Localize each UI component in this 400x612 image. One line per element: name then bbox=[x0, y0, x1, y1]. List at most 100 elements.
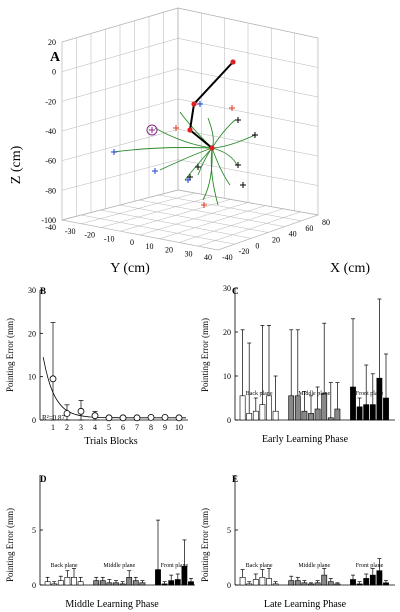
panel-a-ytick: -20 bbox=[84, 231, 95, 240]
panel-e-xlabel: Late Learning Phase bbox=[264, 599, 347, 610]
panel-d-bar bbox=[132, 580, 139, 586]
panel-e-bar bbox=[321, 574, 328, 586]
panel-a-ytick: -40 bbox=[45, 223, 56, 232]
panel-b-xtick-label: 5 bbox=[107, 423, 111, 432]
panel-b-xtick-label: 6 bbox=[121, 423, 125, 432]
panel-b-xtick-label: 2 bbox=[65, 423, 69, 432]
panel-a-ytick: 40 bbox=[204, 253, 212, 262]
panel-a-path bbox=[179, 111, 213, 149]
panel-a-ylabel: Y (cm) bbox=[110, 261, 150, 276]
panel-a-letter: A bbox=[50, 50, 61, 65]
panel-c-bar bbox=[376, 377, 383, 421]
panel-e-bar bbox=[356, 583, 363, 586]
panel-b-ylabel: Pointing Error (mm) bbox=[5, 318, 15, 392]
panel-a-ticks: 200-20-40-60-80-100-40 -30 -20 -10 0 10 20 30 40… bbox=[41, 38, 330, 262]
panel-d-bar bbox=[106, 582, 113, 586]
panel-b-letter: B bbox=[40, 286, 46, 296]
panel-a-xtick: 20 bbox=[272, 236, 280, 245]
panel-a-path bbox=[211, 134, 256, 149]
panel-a-xtick: 0 bbox=[255, 241, 259, 250]
panel-a-target bbox=[229, 105, 235, 111]
panel-d-bar bbox=[77, 581, 84, 586]
panel-d-bar bbox=[119, 583, 126, 586]
panel-a-ytick: -30 bbox=[65, 227, 76, 236]
panel-a-gridline bbox=[81, 214, 235, 245]
panel-a-xtick: -20 bbox=[239, 247, 250, 256]
panel-a-arm bbox=[187, 59, 236, 151]
panel-d-bar bbox=[174, 579, 181, 586]
panel-c-bar bbox=[266, 395, 272, 421]
panel-e-plot: 0 5 Back plane Middle plane Front plane bbox=[227, 475, 395, 590]
panel-a-path bbox=[211, 147, 231, 186]
panel-c-bar bbox=[294, 395, 301, 421]
panel-c-ytick-label: 30 bbox=[223, 284, 231, 293]
panel-e-bar bbox=[288, 580, 295, 586]
panel-a-gridline bbox=[119, 204, 269, 233]
panel-d-bar bbox=[126, 576, 133, 586]
panel-a-paths bbox=[113, 111, 256, 206]
panel-a-xtick: -40 bbox=[222, 253, 233, 262]
panel-a-target bbox=[111, 149, 117, 155]
panel-d-bar bbox=[161, 583, 168, 586]
panel-e-bar bbox=[259, 576, 266, 586]
panel-d-bar bbox=[64, 576, 71, 586]
panel-a-path bbox=[159, 147, 213, 171]
panel-d-plot: 0 5 Back plane Middle plane Front plane bbox=[32, 475, 195, 590]
panel-a: 200-20-40-60-80-100-40 -30 -20 -10 0 10 20 30 40… bbox=[9, 7, 370, 276]
panel-d: D Pointing Error (mm) Middle Learning Ph… bbox=[5, 474, 195, 610]
panel-d-bar bbox=[99, 580, 106, 586]
panel-a-ytick: 30 bbox=[185, 249, 193, 258]
panel-a-grid bbox=[61, 7, 320, 251]
panel-b-point bbox=[147, 413, 155, 421]
panel-a-target bbox=[240, 182, 246, 188]
panel-a-path bbox=[211, 119, 236, 149]
panel-e-bar bbox=[266, 578, 272, 586]
panel-a-gridline bbox=[100, 209, 252, 239]
panel-a-path bbox=[207, 117, 214, 149]
panel-c-plot: 0 10 20 30 Back plane Middle plane Front plane bbox=[223, 284, 395, 425]
panel-a-ztick: -20 bbox=[45, 97, 56, 106]
panel-b-xtick-label: 7 bbox=[135, 423, 139, 432]
panel-c-bar bbox=[350, 386, 356, 421]
panel-a-target bbox=[252, 132, 258, 138]
panel-a-arm-segments bbox=[188, 61, 234, 149]
panel-e-ytick-label: 5 bbox=[227, 526, 231, 535]
panel-b-xtick-label: 1 bbox=[51, 423, 55, 432]
panel-e-group-label: Middle plane bbox=[298, 563, 330, 569]
panel-b-ytick-label: 30 bbox=[28, 286, 36, 295]
panel-c-bar bbox=[314, 408, 321, 421]
panel-b-xtick-label: 10 bbox=[175, 423, 183, 432]
panel-b-point bbox=[119, 414, 127, 422]
panel-e-bar bbox=[363, 578, 370, 586]
panel-a-xtick: 40 bbox=[289, 230, 297, 239]
panel-a-ztick: 20 bbox=[48, 38, 56, 47]
panel-a-joint bbox=[191, 101, 197, 107]
panel-e-bar bbox=[350, 579, 356, 586]
panel-c-bar bbox=[321, 393, 328, 421]
panel-a-gridline bbox=[158, 194, 302, 222]
panel-b-xtick-label: 8 bbox=[149, 423, 153, 432]
panel-b-xlabel: Trials Blocks bbox=[84, 436, 137, 447]
panel-a-gridline bbox=[139, 199, 285, 227]
panel-c-bar bbox=[259, 404, 266, 421]
panel-b-ytick-label: 20 bbox=[28, 329, 36, 338]
panel-a-target bbox=[173, 125, 179, 131]
panel-d-bar bbox=[155, 569, 161, 586]
panel-d-bar bbox=[44, 581, 51, 586]
panel-d-xlabel: Middle Learning Phase bbox=[65, 599, 159, 610]
panel-e-bar bbox=[246, 583, 253, 586]
panel-b-fit-line bbox=[42, 357, 186, 419]
panel-a-joint bbox=[230, 59, 236, 65]
panel-e-bar bbox=[383, 582, 389, 586]
panel-c-bar bbox=[246, 413, 253, 421]
panel-a-ztick: -60 bbox=[45, 157, 56, 166]
panel-a-xlabel: X (cm) bbox=[330, 261, 370, 276]
panel-c-group-label: Middle plane bbox=[298, 391, 330, 397]
panel-b-xtick-label: 3 bbox=[79, 423, 83, 432]
panel-a-ytick: 20 bbox=[165, 246, 173, 255]
panel-a-target bbox=[235, 117, 241, 123]
panel-d-group-label: Front plane bbox=[161, 563, 189, 569]
panel-c-ytick-label: 10 bbox=[223, 372, 231, 381]
panel-a-ytick: -10 bbox=[104, 234, 115, 243]
panel-a-xtick: 60 bbox=[305, 224, 313, 233]
